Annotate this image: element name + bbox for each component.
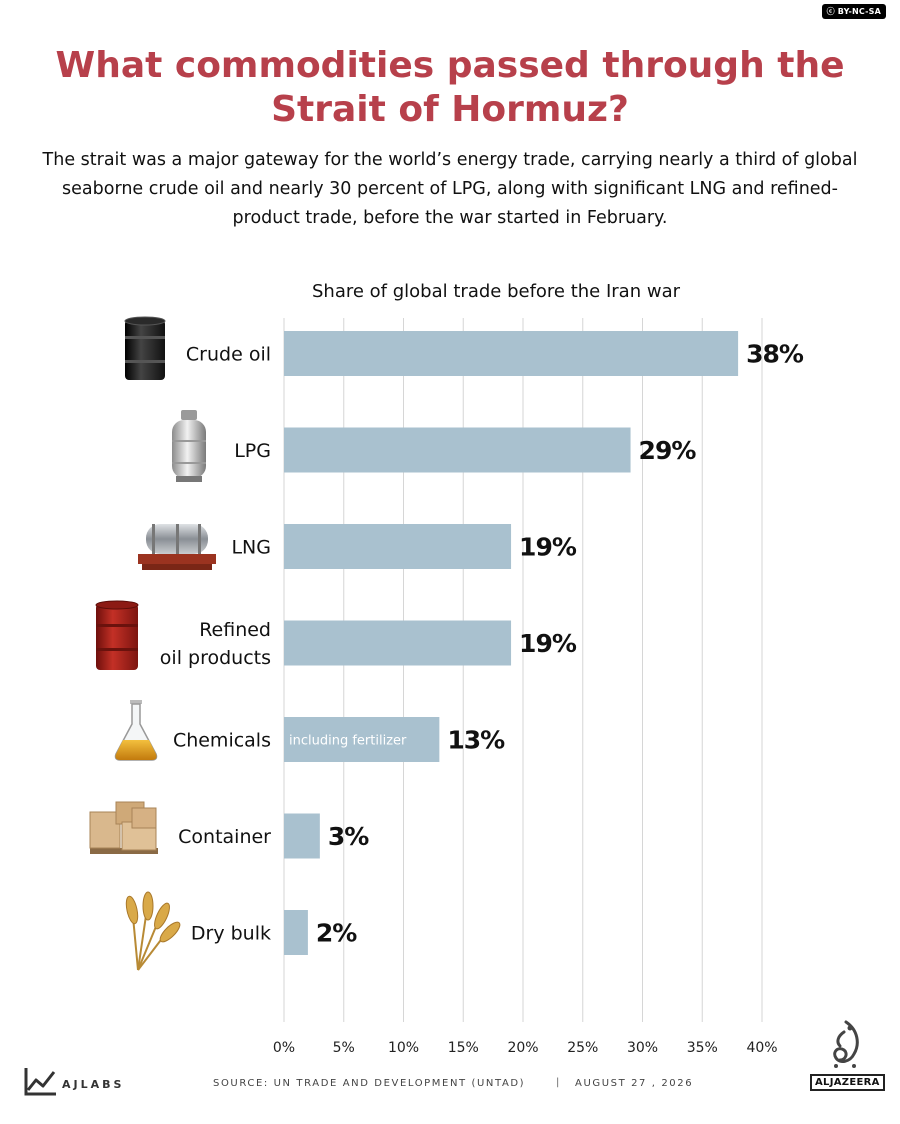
value-label: 13% [447,726,505,755]
bars: 38% Crude oil 29% LPG 19% LNG 19% Refined oil pr… [160,331,805,955]
category-label: LNG [231,537,271,559]
x-axis-ticks: 0% 5% 10% 15% 20% 25% 30% 35% 40% [273,1040,778,1056]
chart-title: Share of global trade before the Iran wa… [312,281,681,302]
aljazeera-logo: ALJAZEERA [810,1074,885,1091]
bar [284,620,512,666]
license-text: BY-NC-SA [837,7,881,16]
aljazeera-emblem-icon [833,1020,859,1068]
bar [284,427,631,473]
value-label: 29% [639,436,697,465]
x-tick-label: 40% [746,1040,777,1056]
value-label: 19% [519,629,577,658]
ajlabs-chart-icon [24,1068,56,1096]
x-tick-label: 5% [333,1040,355,1056]
x-tick-label: 15% [448,1040,479,1056]
grid-lines [283,318,763,1022]
gas-cylinder-icon [172,410,206,482]
bar-chart: Share of global trade before the Iran wa… [89,281,805,1056]
x-tick-label: 35% [687,1040,718,1056]
category-label: Chemicals [173,730,271,752]
lng-tank-icon [138,524,216,570]
value-label: 19% [519,533,577,562]
x-tick-label: 0% [273,1040,295,1056]
boxes-icon [89,801,158,854]
footer-separator: | [556,1077,560,1088]
red-barrel-icon [95,600,139,670]
category-label: Refined oil products [160,619,271,669]
x-tick-label: 25% [567,1040,598,1056]
bar [284,717,440,762]
x-tick-label: 20% [507,1040,538,1056]
license-badge: ⓒ BY-NC-SA [821,4,886,19]
bar [284,910,308,955]
footer-source: SOURCE: UN TRADE AND DEVELOPMENT (UNTAD) [213,1078,526,1089]
category-label: LPG [234,440,271,462]
value-label: 2% [316,919,357,948]
category-label: Dry bulk [191,923,271,945]
category-label: Container [178,826,271,848]
oil-barrel-icon [124,316,166,380]
category-label: Crude oil [186,344,271,366]
page-subtitle: The strait was a major gateway for the w… [42,150,858,228]
x-tick-label: 30% [627,1040,658,1056]
wheat-icon [125,891,181,971]
cc-icon: ⓒ [826,7,835,16]
bar [284,524,512,569]
footer-brand: AJLABS [62,1078,125,1091]
x-tick-label: 10% [388,1040,419,1056]
bar-annotation: including fertilizer [289,734,407,749]
value-label: 38% [746,340,804,369]
footer-date: AUGUST 27 , 2026 [575,1078,694,1089]
flask-icon [114,700,158,761]
page-title: What commodities passed through the Stra… [55,45,845,130]
bar [284,813,320,859]
bar [284,331,739,376]
value-label: 3% [328,822,369,851]
